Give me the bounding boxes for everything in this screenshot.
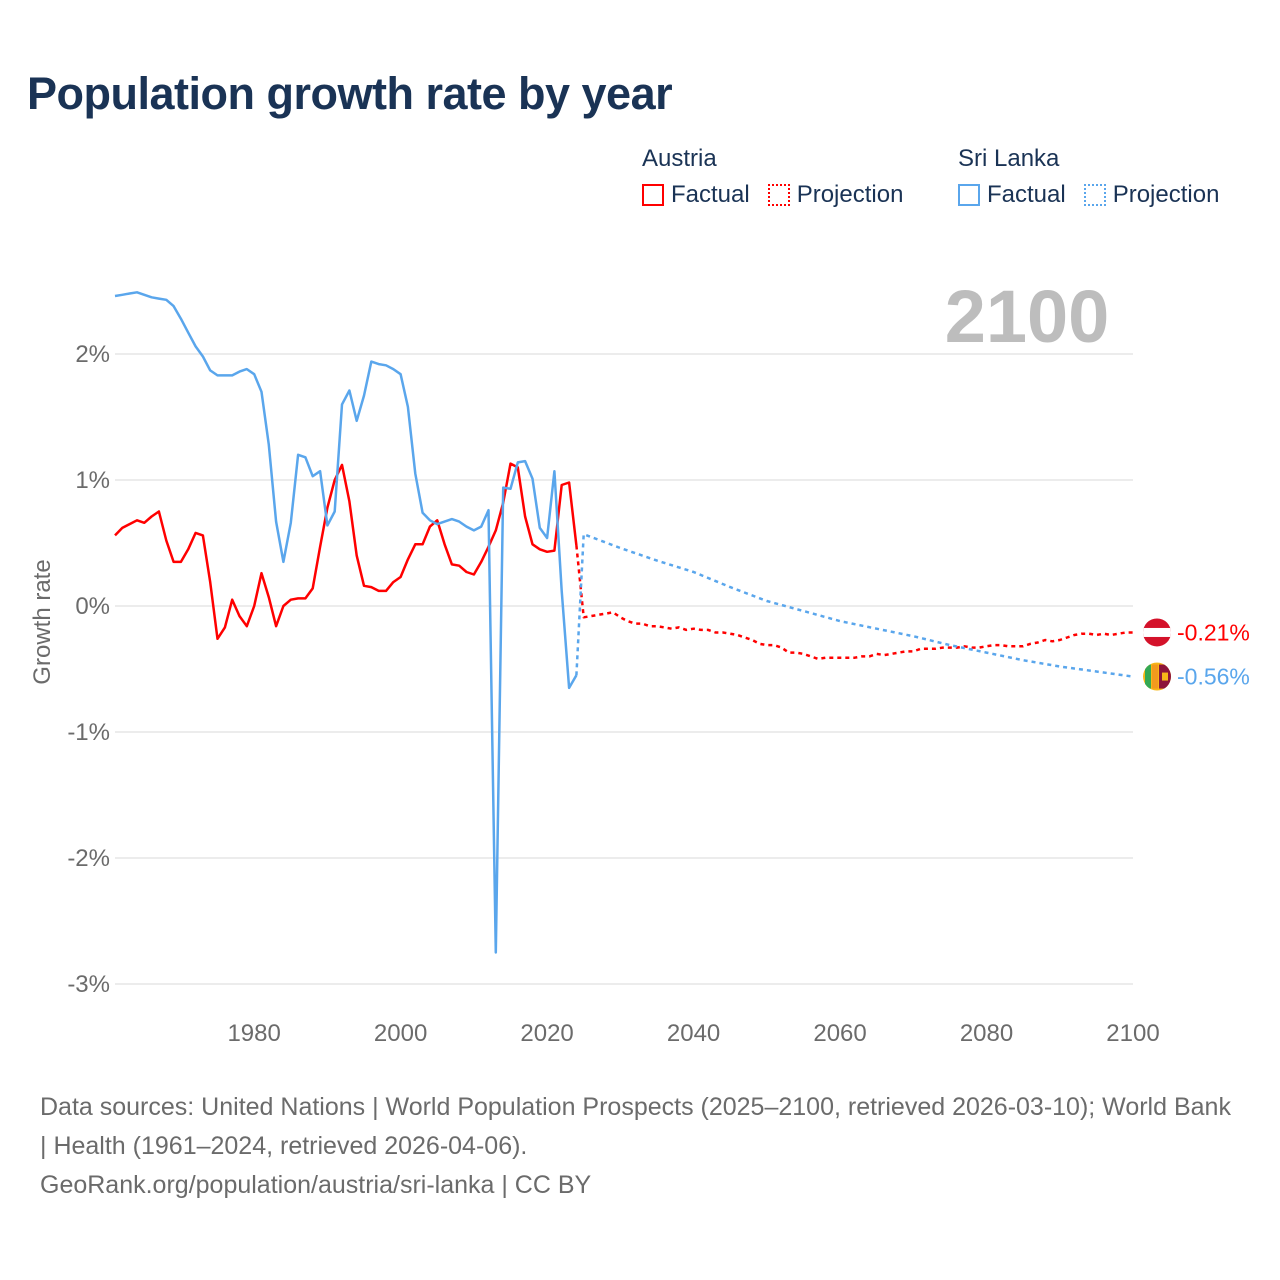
solid-swatch-icon [642, 184, 664, 206]
x-tick-label: 2100 [1106, 1020, 1159, 1047]
austria-flag-icon [1143, 618, 1171, 647]
x-tick-label: 2020 [520, 1020, 573, 1047]
flag-body [1143, 618, 1171, 647]
legend-label: Factual [671, 181, 750, 208]
year-indicator: 2100 [945, 275, 1110, 358]
x-tick-label: 1980 [227, 1020, 280, 1047]
y-tick-label: -1% [67, 719, 110, 746]
y-tick-label: -2% [67, 845, 110, 872]
series-line-sri-lanka-factual [114, 291, 578, 954]
footer: Data sources: United Nations | World Pop… [40, 1088, 1240, 1205]
x-tick-label: 2080 [960, 1020, 1013, 1047]
credit-link[interactable]: GeoRank.org/population/austria/sri-lanka… [40, 1171, 592, 1199]
y-tick-label: 0% [75, 593, 110, 620]
sri-lanka-flag-icon [1143, 662, 1171, 691]
legend-label: Factual [987, 181, 1066, 208]
legend-label: Projection [1112, 181, 1220, 208]
x-tick-label: 2040 [667, 1020, 720, 1047]
y-tick-label: -3% [67, 971, 110, 998]
legend-group-sri-lanka: Sri Lanka Factual Projection [958, 145, 1237, 209]
series-line-austria-projection [575, 545, 1133, 661]
flag-lion [1162, 672, 1168, 681]
x-tick-label: 2060 [813, 1020, 866, 1047]
end-value-label: -0.21% [1177, 619, 1250, 645]
legend-group-austria: Austria Factual Projection [642, 145, 921, 209]
legend-sri-lanka-projection[interactable]: Projection [1083, 181, 1220, 209]
legend-label: Projection [796, 181, 904, 208]
dotted-swatch-icon [767, 184, 790, 206]
end-value-label: -0.56% [1177, 664, 1250, 690]
legend-group-title: Sri Lanka [958, 145, 1060, 172]
x-tick-label: 2000 [374, 1020, 427, 1047]
legend-group-title: Austria [642, 145, 717, 172]
flag-stripe-white [1143, 627, 1171, 637]
dotted-swatch-icon [1083, 184, 1106, 206]
flag-stripe-orange [1152, 664, 1158, 689]
y-axis-label: Growth rate [29, 559, 56, 684]
legend-sri-lanka-factual[interactable]: Factual [958, 181, 1066, 209]
legend-austria-projection[interactable]: Projection [767, 181, 904, 209]
flag-stripe-green [1145, 664, 1151, 689]
series-line-austria-factual [114, 462, 578, 641]
data-sources: Data sources: United Nations | World Pop… [40, 1093, 1231, 1160]
y-tick-label: 2% [75, 341, 110, 368]
solid-swatch-icon [958, 184, 980, 206]
flag-body [1143, 662, 1171, 691]
legend-austria-factual[interactable]: Factual [642, 181, 750, 209]
series-line-sri-lanka-projection [575, 532, 1134, 678]
chart-title: Population growth rate by year [27, 68, 673, 119]
y-tick-label: 1% [75, 467, 110, 494]
